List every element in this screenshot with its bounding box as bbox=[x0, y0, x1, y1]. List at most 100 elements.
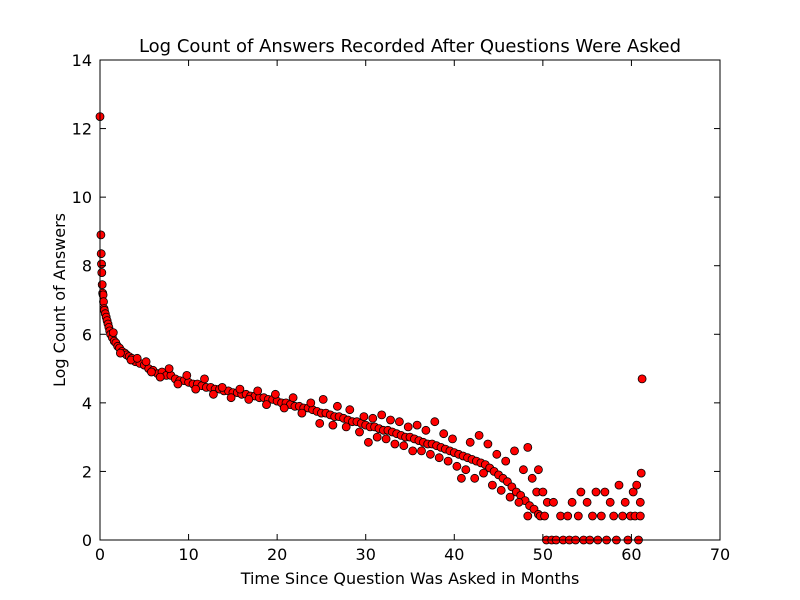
data-point bbox=[132, 353, 142, 363]
data-point bbox=[262, 400, 271, 410]
data-point bbox=[618, 511, 627, 521]
x-tick-label: 40 bbox=[444, 545, 464, 564]
data-point bbox=[540, 511, 549, 521]
data-point bbox=[394, 417, 404, 427]
data-point bbox=[588, 511, 597, 521]
data-point bbox=[479, 468, 488, 478]
data-point bbox=[279, 403, 289, 413]
data-point bbox=[505, 492, 515, 502]
data-point bbox=[173, 379, 183, 389]
data-point bbox=[582, 497, 592, 507]
data-point bbox=[636, 468, 646, 478]
data-point bbox=[372, 432, 382, 442]
data-point bbox=[465, 437, 475, 447]
data-point bbox=[97, 268, 107, 278]
data-point bbox=[567, 497, 577, 507]
data-point bbox=[576, 487, 586, 497]
data-point bbox=[549, 497, 558, 507]
data-point bbox=[523, 511, 533, 521]
data-point bbox=[253, 386, 263, 396]
data-point bbox=[600, 487, 610, 497]
axes: 0 10 20 30 40 50 60 70 0 2 4 6 8 10 12 14 bbox=[72, 51, 731, 564]
data-point bbox=[443, 456, 453, 466]
data-point bbox=[496, 485, 506, 495]
x-tick-label: 60 bbox=[621, 545, 641, 564]
data-point bbox=[200, 374, 209, 384]
data-point bbox=[456, 473, 466, 483]
data-point bbox=[359, 412, 369, 422]
y-tick-label: 2 bbox=[82, 462, 92, 481]
data-point bbox=[345, 405, 355, 415]
data-point bbox=[116, 348, 125, 358]
data-point bbox=[341, 422, 351, 432]
data-point bbox=[425, 449, 435, 459]
x-tick-label: 30 bbox=[356, 545, 376, 564]
data-point bbox=[523, 442, 533, 452]
data-point bbox=[96, 230, 106, 240]
x-tick-label: 10 bbox=[178, 545, 198, 564]
data-point bbox=[244, 394, 254, 404]
data-point bbox=[492, 449, 502, 459]
data-points bbox=[95, 112, 647, 545]
data-point bbox=[510, 446, 519, 456]
data-point bbox=[386, 415, 395, 425]
data-point bbox=[421, 425, 431, 435]
data-point bbox=[363, 437, 373, 447]
data-point bbox=[288, 393, 298, 403]
data-point bbox=[217, 382, 227, 392]
data-point bbox=[97, 280, 107, 290]
data-point bbox=[368, 413, 378, 423]
data-point bbox=[614, 480, 624, 490]
y-tick-label: 14 bbox=[72, 51, 92, 70]
data-point bbox=[635, 511, 645, 521]
data-point bbox=[141, 357, 151, 367]
data-point bbox=[332, 401, 342, 411]
data-point bbox=[399, 441, 409, 451]
data-point bbox=[474, 430, 484, 440]
data-point bbox=[519, 465, 528, 475]
data-point bbox=[270, 389, 280, 399]
data-point bbox=[297, 408, 307, 418]
data-point bbox=[596, 511, 606, 521]
data-point bbox=[483, 439, 493, 449]
data-point bbox=[628, 487, 638, 497]
data-point bbox=[417, 446, 426, 456]
y-tick-label: 10 bbox=[72, 188, 92, 207]
data-point bbox=[591, 487, 601, 497]
data-point bbox=[635, 497, 645, 507]
data-point bbox=[434, 453, 444, 463]
data-point bbox=[377, 410, 387, 420]
y-axis-title: Log Count of Answers bbox=[50, 213, 69, 387]
data-point bbox=[609, 511, 619, 521]
data-point bbox=[538, 487, 548, 497]
data-point bbox=[97, 259, 106, 269]
y-tick-label: 0 bbox=[82, 531, 92, 550]
data-point bbox=[306, 398, 316, 408]
x-tick-label: 50 bbox=[533, 545, 553, 564]
data-point bbox=[527, 473, 537, 483]
data-point bbox=[573, 511, 583, 521]
data-point bbox=[191, 384, 201, 394]
data-point bbox=[164, 364, 174, 374]
data-point bbox=[452, 461, 462, 471]
x-tick-label: 70 bbox=[710, 545, 730, 564]
data-point bbox=[318, 394, 328, 404]
data-point bbox=[620, 497, 630, 507]
data-point bbox=[605, 497, 615, 507]
data-point bbox=[514, 497, 524, 507]
plot-frame bbox=[99, 59, 721, 541]
data-point bbox=[146, 367, 156, 377]
data-point bbox=[390, 439, 400, 449]
data-point bbox=[381, 434, 391, 444]
chart-title: Log Count of Answers Recorded After Ques… bbox=[139, 36, 681, 57]
data-point bbox=[96, 249, 106, 259]
data-point bbox=[461, 465, 471, 475]
data-point bbox=[328, 420, 338, 430]
y-tick-label: 6 bbox=[82, 325, 92, 344]
y-tick-label: 8 bbox=[82, 257, 92, 276]
data-point bbox=[315, 418, 325, 428]
data-point bbox=[408, 446, 418, 456]
data-point bbox=[412, 420, 422, 430]
